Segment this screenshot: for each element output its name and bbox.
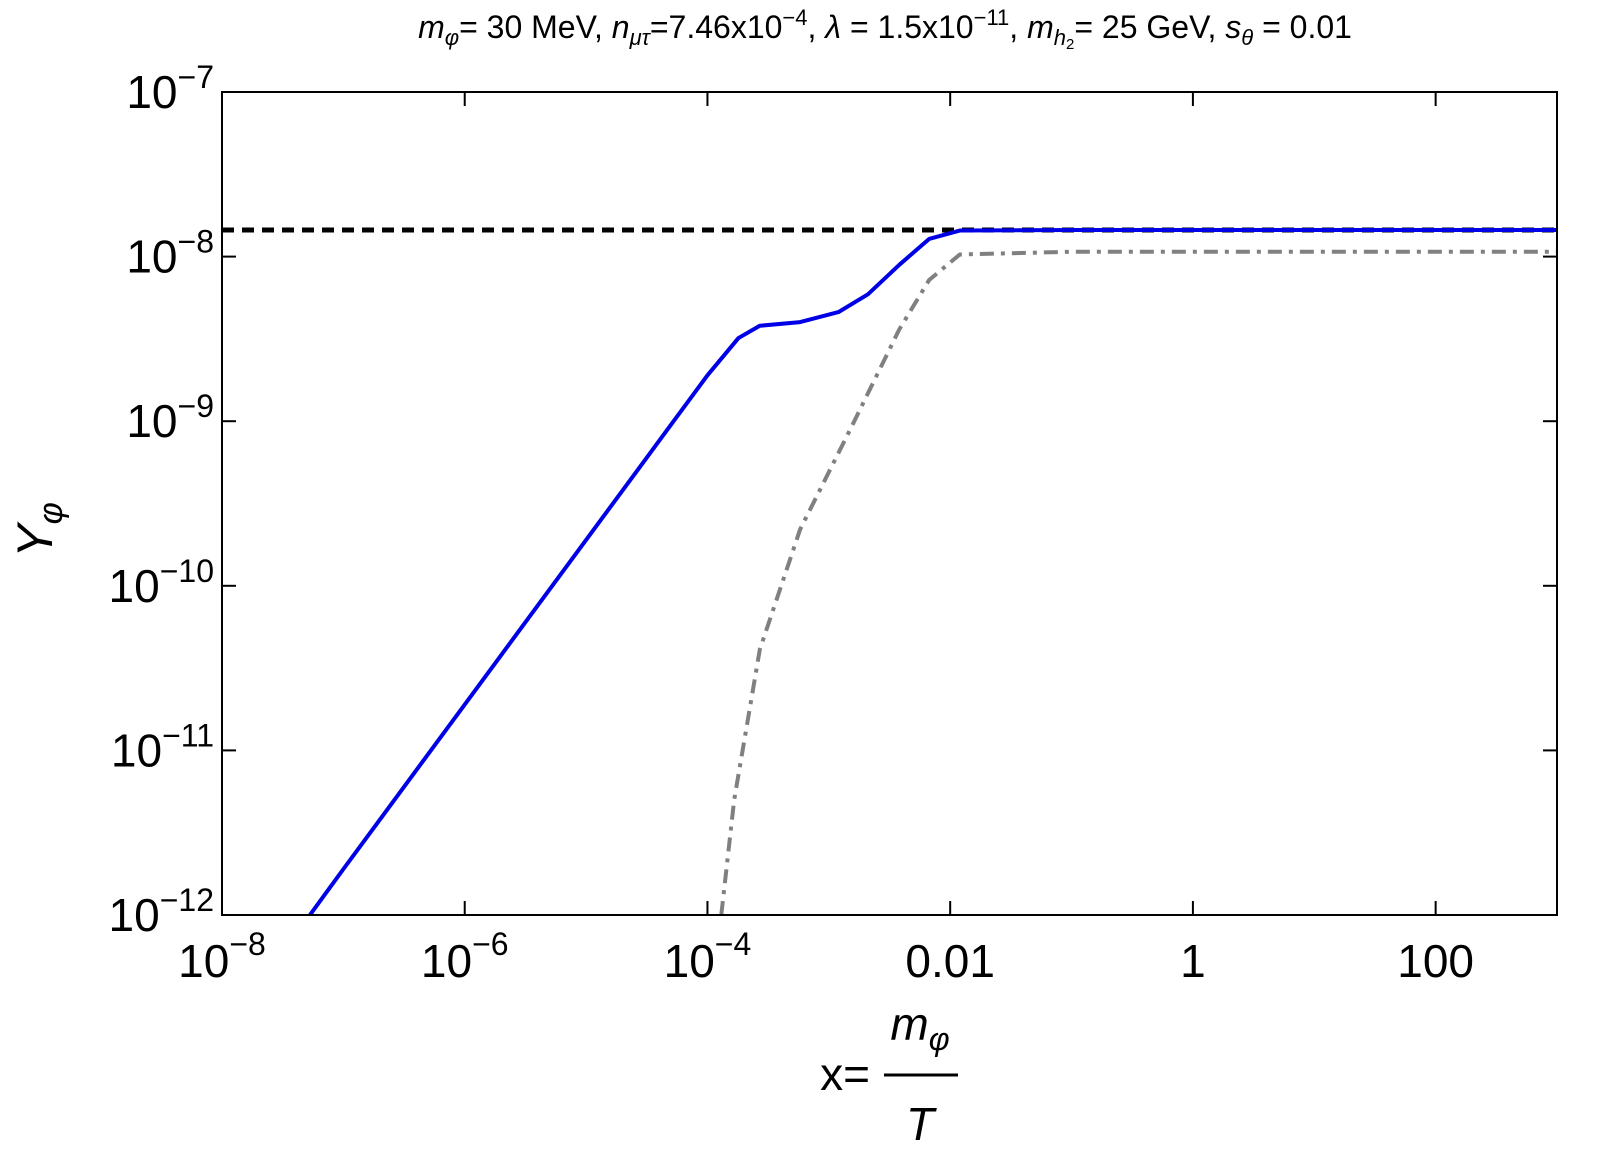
y-axis-label: Yφ <box>7 502 70 558</box>
tick-base: 10 <box>126 395 177 447</box>
x-tick-label: 10−4 <box>664 926 752 987</box>
chart-title: mφ= 30 MeV, nμτ=7.46x10−4, λ = 1.5x10−11… <box>418 5 1352 53</box>
y-tick-label: 10−9 <box>126 388 214 447</box>
title-part: m <box>418 9 445 45</box>
title-part: θ <box>1241 25 1253 50</box>
title-part: 2 <box>1066 36 1074 53</box>
title-part: φ <box>445 25 459 50</box>
y-tick-label: 10−10 <box>109 553 214 612</box>
x-label-part: φ <box>929 1021 950 1057</box>
title-part: s <box>1225 9 1241 45</box>
title-part: λ <box>823 9 841 45</box>
tick-base: 10 <box>109 560 160 612</box>
tick-base: 10 <box>664 935 715 987</box>
title-part: = 0.01 <box>1253 9 1352 45</box>
tick-exponent: −8 <box>229 926 265 962</box>
tick-exponent: −12 <box>160 882 214 918</box>
title-part: =7.46x10 <box>650 9 783 45</box>
tick-exponent: −6 <box>472 926 508 962</box>
tick-exponent: −10 <box>160 553 214 589</box>
tick-exponent: −9 <box>178 388 214 424</box>
tick-base: 10 <box>111 724 162 776</box>
title-part: h <box>1054 25 1066 50</box>
x-tick-label: 10−8 <box>178 926 266 987</box>
x-label-prefix: x= <box>820 1048 870 1100</box>
x-tick-label: 1 <box>1180 935 1206 987</box>
x-label-denominator: T <box>906 1098 937 1150</box>
title-part: −4 <box>782 5 807 30</box>
plot-area <box>222 227 1557 915</box>
y-label-part: φ <box>32 502 70 524</box>
title-part: μτ <box>629 25 652 50</box>
x-label-numerator: mφ <box>890 998 949 1057</box>
title-part: = 1.5x10 <box>841 9 974 45</box>
y-tick-label: 10−7 <box>126 59 214 118</box>
tick-base: 10 <box>421 935 472 987</box>
y-tick-label: 10−11 <box>111 717 214 776</box>
tick-exponent: −11 <box>162 717 214 753</box>
x-tick-label: 100 <box>1397 935 1474 987</box>
tick-base: 10 <box>126 231 177 283</box>
title-part: , <box>1009 9 1027 45</box>
tick-exponent: −8 <box>178 224 214 260</box>
title-part: −11 <box>974 5 1010 30</box>
tick-base: 10 <box>126 66 177 118</box>
title-part: = 30 MeV, <box>459 9 612 45</box>
tick-base: 10 <box>178 935 229 987</box>
tick-base: 10 <box>109 889 160 941</box>
tick-exponent: −7 <box>178 59 214 95</box>
title-part: , <box>808 9 826 45</box>
y-tick-label: 10−8 <box>126 224 214 283</box>
x-label-part: m <box>890 998 928 1050</box>
y-tick-label: 10−12 <box>109 882 214 941</box>
title-part: m <box>1027 9 1054 45</box>
series-line <box>308 228 1557 915</box>
plot-frame <box>221 91 1558 916</box>
tick-exponent: −4 <box>715 926 751 962</box>
series-line <box>719 249 1557 915</box>
x-tick-label: 0.01 <box>905 935 995 987</box>
y-label-part: Y <box>7 521 63 558</box>
title-part: = 25 GeV, <box>1074 9 1225 45</box>
title-part: n <box>612 9 630 45</box>
x-tick-label: 10−6 <box>421 926 509 987</box>
